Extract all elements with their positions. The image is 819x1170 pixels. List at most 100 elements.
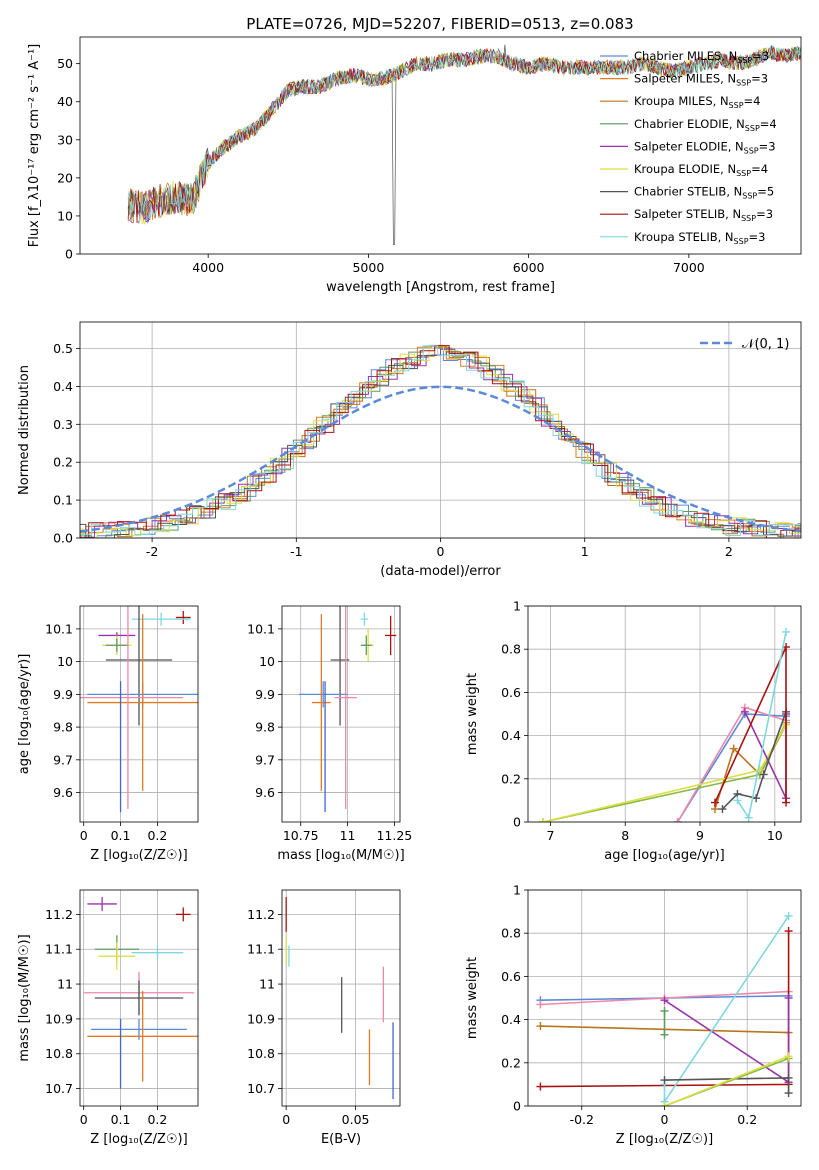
legend: 𝒩(0, 1) — [700, 337, 789, 352]
x-tick-label: 0 — [661, 1112, 669, 1127]
histogram-step — [80, 351, 801, 538]
x-axis-label: Z [log₁₀(Z/Z☉)] — [616, 1132, 713, 1147]
y-tick-label: 11.2 — [45, 907, 73, 922]
legend-entry: Chabrier ELODIE, NSSP=4 — [634, 117, 777, 133]
x-axis-label: Z [log₁₀(Z/Z☉)] — [90, 1132, 187, 1147]
y-tick-label: 0.2 — [53, 455, 73, 470]
legend-entry: 𝒩(0, 1) — [742, 337, 789, 352]
y-tick-label: 1 — [513, 599, 521, 614]
histogram-step — [80, 345, 801, 538]
histogram-step — [80, 346, 801, 538]
y-tick-label: 11 — [259, 977, 275, 992]
y-tick-label: 0.6 — [501, 685, 521, 700]
x-tick-label: 0 — [282, 1112, 290, 1127]
panel-age_vs_Z: 0 0.1 0.2 9.6 9.7 9.8 9.9 10 10.1 Z [log₁₀(Z/Z☉)]… — [17, 605, 199, 863]
y-tick-label: 10 — [259, 654, 275, 669]
x-tick-label: 11.25 — [376, 828, 412, 843]
y-tick-label: 0 — [65, 247, 73, 262]
x-tick-label: 5000 — [352, 260, 384, 275]
legend-entry: Salpeter MILES, NSSP=3 — [634, 72, 768, 88]
y-tick-label: 0 — [513, 815, 521, 830]
x-tick-label: 0.05 — [342, 1112, 370, 1127]
x-tick-label: -2 — [146, 544, 158, 559]
y-tick-label: 9.9 — [53, 687, 73, 702]
plot-frame — [281, 889, 401, 1107]
legend-entry: Salpeter ELODIE, NSSP=3 — [634, 139, 776, 155]
y-tick-label: 0.4 — [501, 1012, 521, 1027]
y-tick-label: 0.2 — [501, 771, 521, 786]
y-tick-label: 9.8 — [53, 720, 73, 735]
x-tick-label: 2 — [725, 544, 733, 559]
y-tick-label: 9.8 — [255, 720, 275, 735]
histogram-step — [80, 345, 801, 536]
plot-area-age_vs_Z — [80, 606, 198, 813]
y-tick-label: 0.6 — [501, 969, 521, 984]
legend-entry: Salpeter STELIB, NSSP=3 — [634, 207, 773, 223]
y-tick-label: 9.9 — [255, 687, 275, 702]
x-tick-label: 10.75 — [283, 828, 319, 843]
x-tick-label: 0.2 — [147, 828, 167, 843]
x-tick-label: 4000 — [192, 260, 224, 275]
plot-area-weight_vs_age — [538, 627, 791, 822]
plot-area-weight_vs_Z — [536, 911, 793, 1106]
x-tick-label: 0 — [80, 1112, 88, 1127]
legend-entry: Kroupa ELODIE, NSSP=4 — [634, 162, 768, 178]
y-tick-label: 11.1 — [45, 942, 73, 957]
panel-spectrum: 4000500060007000800001020304050wavelengt… — [27, 36, 802, 295]
plot-frame — [79, 321, 802, 539]
y-tick-label: 0.5 — [53, 341, 73, 356]
x-tick-label: 0.1 — [111, 828, 131, 843]
histogram-step — [80, 345, 801, 538]
legend-entry: Kroupa MILES, NSSP=4 — [634, 94, 760, 110]
legend: Chabrier MILES, NSSP=3 Salpeter MILES, NS… — [600, 49, 777, 246]
weight-line — [721, 711, 787, 810]
y-axis-label: mass weight — [465, 957, 480, 1039]
x-axis-label: (data-model)/error — [380, 564, 501, 579]
x-tick-label: 9 — [696, 828, 704, 843]
legend-entry: Kroupa STELIB, NSSP=3 — [634, 230, 765, 246]
panel-residuals: -2 -1 0 1 2 0.0 0.1 0.2 0.3 0.4 0.5 (data-model)/er… — [17, 321, 802, 579]
x-tick-label: 7000 — [673, 260, 705, 275]
y-axis-label: Flux [f_λ10⁻¹⁷ erg cm⁻² s⁻¹ A⁻¹] — [27, 44, 42, 248]
x-tick-label: 0 — [437, 544, 445, 559]
x-tick-label: 7 — [546, 828, 554, 843]
y-tick-label: 10.7 — [45, 1081, 73, 1096]
histogram-step — [80, 344, 801, 538]
plot-area-spectrum — [127, 44, 801, 245]
y-tick-label: 0.2 — [501, 1055, 521, 1070]
x-tick-label: 0.2 — [737, 1112, 757, 1127]
y-tick-label: 30 — [57, 132, 73, 147]
panel-weight_vs_age: 7 8 9 10 0 0.2 0.4 0.6 0.8 1 age [log₁₀(age/yr)] ma… — [465, 599, 802, 863]
x-axis-label: Z [log₁₀(Z/Z☉)] — [90, 848, 187, 863]
y-tick-label: 9.7 — [53, 752, 73, 767]
y-tick-label: 9.6 — [53, 785, 73, 800]
y-tick-label: 0.1 — [53, 493, 73, 508]
x-tick-label: 0.1 — [111, 1112, 131, 1127]
x-tick-label: 11 — [340, 828, 356, 843]
y-tick-label: 10 — [57, 654, 73, 669]
y-tick-label: 1 — [513, 883, 521, 898]
y-tick-label: 0.4 — [53, 379, 73, 394]
y-tick-label: 10.9 — [247, 1011, 275, 1026]
y-axis-label: mass [log₁₀(M/M☉)] — [17, 934, 32, 1061]
weight-line — [542, 724, 787, 822]
y-tick-label: 0.3 — [53, 417, 73, 432]
x-tick-label: 8 — [621, 828, 629, 843]
y-tick-label: 10.8 — [247, 1046, 275, 1061]
histogram-step — [80, 348, 801, 538]
plot-frame — [79, 36, 802, 255]
y-tick-label: 20 — [57, 170, 73, 185]
y-tick-label: 40 — [57, 94, 73, 109]
x-axis-label: wavelength [Angstrom, rest frame] — [326, 280, 555, 295]
x-tick-label: 0 — [80, 828, 88, 843]
x-axis-label: mass [log₁₀(M/M☉)] — [277, 848, 404, 863]
legend-entry: Chabrier STELIB, NSSP=5 — [634, 185, 774, 201]
weight-line — [714, 646, 787, 803]
x-tick-label: 6000 — [513, 260, 545, 275]
x-tick-label: 10 — [767, 828, 783, 843]
y-tick-label: 10.7 — [247, 1081, 275, 1096]
plot-area-mass_vs_EBV — [285, 896, 394, 1100]
y-tick-label: 10.8 — [45, 1046, 73, 1061]
x-tick-label: -1 — [290, 544, 302, 559]
panel-weight_vs_Z: -0.2 0 0.2 0 0.2 0.4 0.6 0.8 1 Z [log₁₀(Z/Z☉)] mas… — [465, 883, 802, 1147]
